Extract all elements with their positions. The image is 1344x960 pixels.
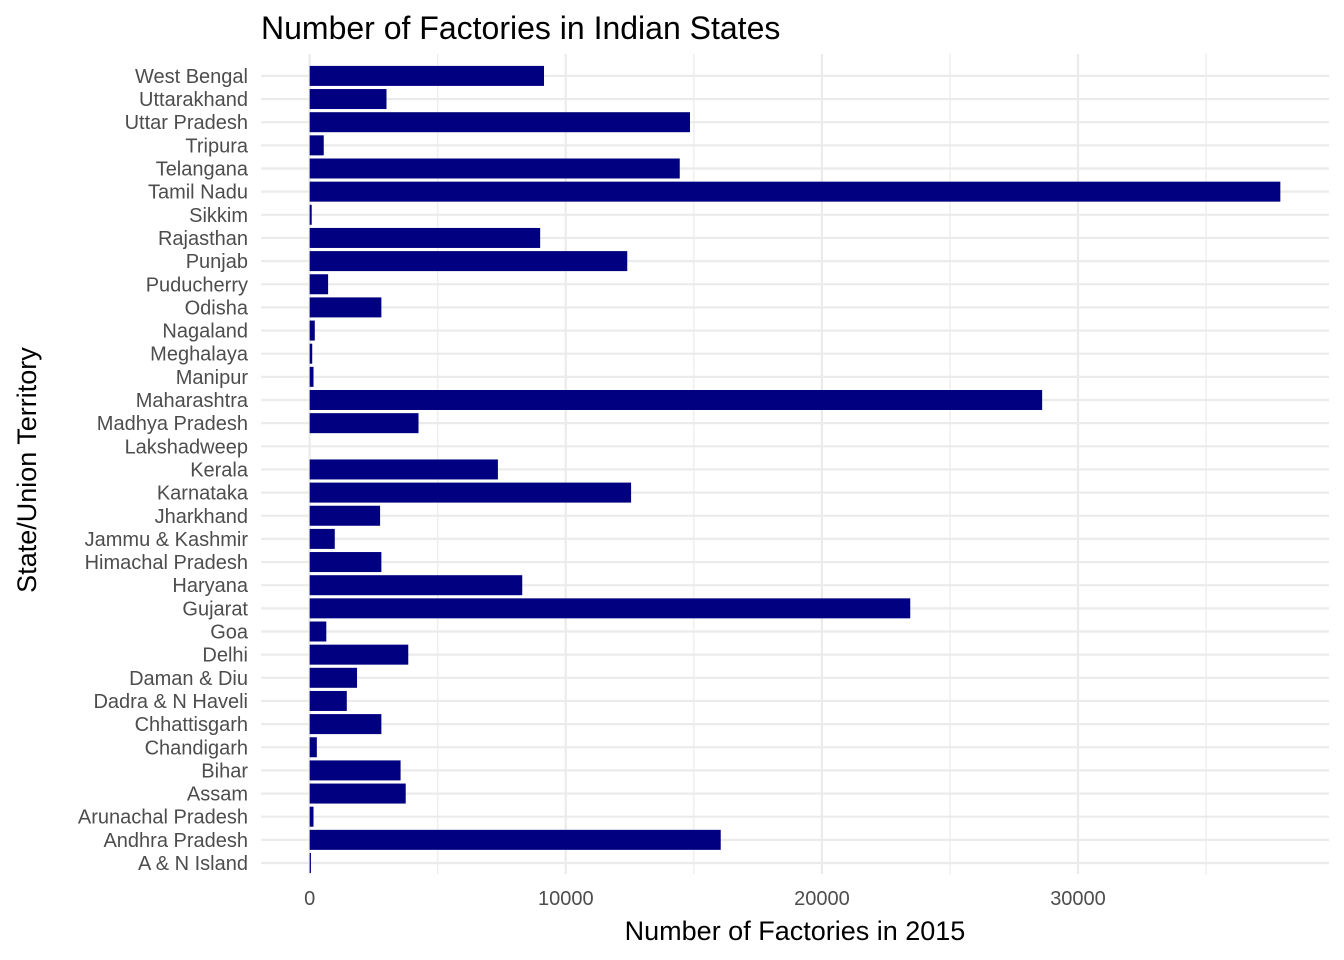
- y-tick-label: Meghalaya: [150, 344, 249, 366]
- bar-maharashtra: [309, 390, 1043, 410]
- bar-delhi: [309, 644, 409, 665]
- bar-sikkim: [309, 204, 312, 225]
- y-tick-label: Tripura: [185, 135, 248, 157]
- bar-nagaland: [309, 320, 315, 341]
- x-axis-tick-labels: 0 10000 20000 30000: [304, 888, 1106, 910]
- y-tick-label: Jammu & Kashmir: [85, 529, 249, 551]
- bar-karnataka: [309, 482, 632, 503]
- y-tick-label: Andhra Pradesh: [103, 830, 248, 852]
- bar-jharkhand: [309, 505, 381, 526]
- y-tick-label: Haryana: [172, 575, 248, 597]
- bar-telangana: [309, 158, 680, 179]
- bar-uttar-pradesh: [309, 112, 690, 133]
- y-tick-label: Jharkhand: [155, 506, 248, 528]
- bars: [309, 65, 1281, 873]
- y-tick-label: Rajasthan: [158, 228, 248, 250]
- y-tick-label: Punjab: [186, 251, 248, 273]
- y-tick-label: Sikkim: [189, 205, 248, 227]
- y-tick-label: Gujarat: [182, 598, 248, 620]
- y-tick-label: Uttar Pradesh: [125, 112, 248, 134]
- y-tick-label: Daman & Diu: [129, 668, 248, 690]
- bar-dadra-n-haveli: [309, 690, 347, 711]
- y-tick-label: Telangana: [156, 159, 249, 181]
- bar-chandigarh: [309, 737, 317, 758]
- bar-a-n-island: [309, 853, 311, 873]
- x-tick-label: 0: [304, 888, 315, 910]
- bar-chhattisgarh: [309, 714, 382, 735]
- y-tick-label: Manipur: [176, 367, 249, 389]
- bar-odisha: [309, 297, 382, 318]
- x-tick-label: 10000: [538, 888, 594, 910]
- bar-manipur: [309, 366, 314, 387]
- y-tick-label: Kerala: [190, 459, 249, 481]
- y-tick-label: Dadra & N Haveli: [93, 691, 248, 713]
- bar-himachal-pradesh: [309, 552, 382, 573]
- bar-madhya-pradesh: [309, 413, 419, 434]
- bar-haryana: [309, 575, 523, 596]
- bar-gujarat: [309, 598, 911, 619]
- y-tick-label: Odisha: [185, 297, 249, 319]
- y-tick-label: Chhattisgarh: [135, 714, 248, 736]
- y-tick-label: Lakshadweep: [125, 436, 248, 458]
- chart-title: Number of Factories in Indian States: [261, 10, 780, 46]
- bar-punjab: [309, 251, 628, 272]
- bar-kerala: [309, 459, 498, 480]
- y-axis-title: State/Union Territory: [12, 347, 42, 593]
- bar-meghalaya: [309, 343, 313, 364]
- x-tick-label: 20000: [794, 888, 850, 910]
- y-tick-label: Chandigarh: [145, 737, 248, 759]
- y-tick-label: Uttarakhand: [139, 89, 248, 111]
- bar-puducherry: [309, 274, 329, 295]
- y-tick-label: Madhya Pradesh: [97, 413, 248, 435]
- y-tick-label: Tamil Nadu: [148, 182, 248, 204]
- y-tick-label: A & N Island: [138, 853, 248, 875]
- x-axis-title: Number of Factories in 2015: [625, 916, 966, 946]
- bar-arunachal-pradesh: [309, 806, 314, 827]
- y-tick-label: Bihar: [201, 760, 248, 782]
- y-tick-label: Nagaland: [162, 321, 248, 343]
- bar-goa: [309, 621, 327, 642]
- bar-daman-diu: [309, 667, 358, 688]
- bar-bihar: [309, 760, 401, 781]
- y-tick-label: Karnataka: [157, 483, 249, 505]
- x-tick-label: 30000: [1050, 888, 1106, 910]
- bar-tamil-nadu: [309, 181, 1281, 202]
- bar-west-bengal: [309, 65, 545, 86]
- y-tick-label: Maharashtra: [136, 390, 249, 412]
- bar-tripura: [309, 135, 324, 156]
- y-tick-label: Delhi: [202, 645, 248, 667]
- y-tick-label: Goa: [210, 622, 249, 644]
- y-tick-label: Puducherry: [146, 274, 248, 296]
- bar-uttarakhand: [309, 89, 387, 110]
- y-tick-label: West Bengal: [135, 66, 248, 88]
- bar-rajasthan: [309, 227, 541, 248]
- bar-andhra-pradesh: [309, 829, 721, 850]
- bar-assam: [309, 783, 406, 804]
- y-tick-label: Himachal Pradesh: [85, 552, 248, 574]
- bar-jammu-kashmir: [309, 528, 335, 549]
- y-tick-label: Assam: [187, 784, 248, 806]
- y-tick-label: Arunachal Pradesh: [78, 807, 248, 829]
